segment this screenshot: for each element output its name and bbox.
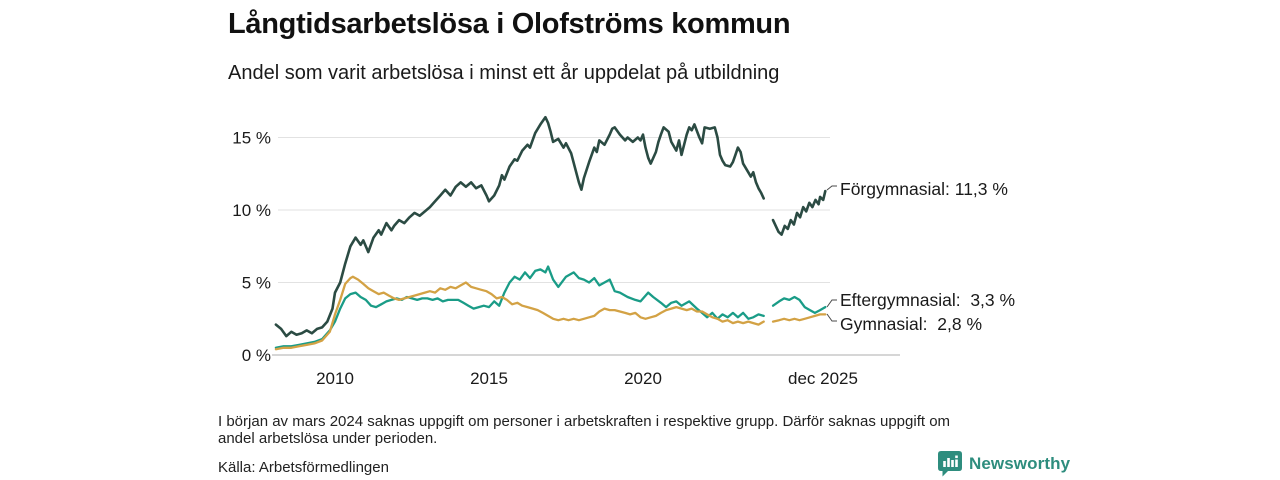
footnote-line-1: I början av mars 2024 saknas uppgift om … [218,413,951,430]
y-tick-0: 0 % [242,346,271,365]
chart-subtitle: Andel som varit arbetslösa i minst ett å… [228,62,780,84]
y-tick-10: 10 % [232,201,271,220]
footnote-line-2: andel arbetslösa under perioden. [218,430,438,447]
series-leader-lines [826,185,837,322]
x-tick-dec2025: dec 2025 [788,369,858,388]
leader-gymnasial [826,313,837,322]
x-axis-labels: 2010 2015 2020 dec 2025 [316,369,858,388]
y-tick-5: 5 % [242,274,271,293]
series-line-forgymnasial [771,189,827,236]
x-tick-2015: 2015 [470,369,508,388]
series-label-forgymnasial: Förgymnasial: 11,3 % [840,179,1008,199]
x-tick-2010: 2010 [316,369,354,388]
newsworthy-logo: Newsworthy [938,451,1070,477]
series-line-eftergymnasial [274,265,765,349]
series-label-gymnasial: Gymnasial: 2,8 % [840,314,982,334]
y-tick-15: 15 % [232,129,271,148]
page-title: Långtidsarbetslösa i Olofströms kommun [228,8,791,40]
series-label-eftergymnasial: Eftergymnasial: 3,3 % [840,290,1015,310]
leader-eftergymnasial [826,299,837,308]
gridlines [272,137,900,356]
leader-forgymnasial [826,185,837,191]
series-line-forgymnasial [274,115,766,338]
source-note: Källa: Arbetsförmedlingen [218,459,389,476]
series-line-gymnasial [771,313,827,323]
series-line-eftergymnasial [771,295,827,315]
series-line-gymnasial [274,275,765,351]
footnote: I början av mars 2024 saknas uppgift om … [218,413,950,447]
series-lines [274,115,827,351]
y-axis-labels: 15 % 10 % 5 % 0 % [232,129,271,366]
logo-text: Newsworthy [969,454,1071,473]
series-labels: Förgymnasial: 11,3 % Eftergymnasial: 3,3… [840,179,1015,334]
bar-chart-bubble-icon [938,451,962,477]
x-tick-2020: 2020 [624,369,662,388]
